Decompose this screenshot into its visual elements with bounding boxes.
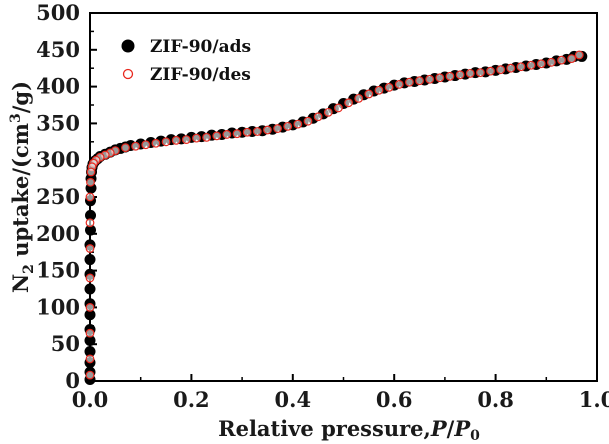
data-point-des xyxy=(242,127,252,137)
data-point-des xyxy=(85,303,95,312)
y-tick-label: 150 xyxy=(36,258,80,283)
y-tick-label: 500 xyxy=(36,0,80,25)
data-point-des xyxy=(161,137,171,147)
data-point-des xyxy=(405,77,414,87)
data-point-des xyxy=(212,131,222,141)
y-tick-label: 250 xyxy=(36,184,80,209)
y-tick-label: 400 xyxy=(36,74,80,99)
data-point-des xyxy=(516,62,526,72)
y-tick-label: 200 xyxy=(36,221,80,246)
data-point-des xyxy=(546,57,556,67)
data-point-des xyxy=(496,65,506,75)
data-point-des xyxy=(526,60,536,70)
y-tick-label: 0 xyxy=(65,368,80,393)
data-point-des xyxy=(384,82,394,92)
data-point-des xyxy=(323,107,333,117)
data-point-des xyxy=(232,129,242,139)
data-point-des xyxy=(293,119,303,129)
data-point-des xyxy=(557,55,566,65)
data-point-des xyxy=(536,59,546,69)
data-point-des xyxy=(334,103,343,113)
data-point-ads xyxy=(84,254,96,266)
x-tick-label: 1.0 xyxy=(579,387,609,412)
data-point-des xyxy=(374,85,384,95)
x-tick-label: 0.0 xyxy=(72,387,109,412)
legend-marker-des xyxy=(122,68,134,80)
x-tick-label: 0.8 xyxy=(477,387,514,412)
data-point-ads xyxy=(84,346,96,358)
data-point-des xyxy=(354,93,364,103)
data-point-des xyxy=(85,244,95,253)
data-point-des xyxy=(303,116,313,126)
y-axis-title: N2 uptake/(cm3/g) xyxy=(8,81,37,293)
data-point-des xyxy=(131,141,141,151)
x-tick-label: 0.4 xyxy=(275,387,312,412)
data-point-des xyxy=(222,130,232,139)
y-tick-label: 350 xyxy=(36,110,80,135)
data-point-ads xyxy=(85,224,97,236)
data-point-ads xyxy=(84,309,96,321)
y-axis-ticks: 0 50 100 150 200 250 300 350 400 450 500 xyxy=(36,0,97,393)
data-point-des xyxy=(252,127,262,136)
data-point-des xyxy=(85,273,95,283)
data-point-des xyxy=(86,177,95,187)
data-point-des xyxy=(445,71,455,81)
x-tick-label: 0.2 xyxy=(173,387,210,412)
data-point-des xyxy=(435,73,445,83)
series-zif90-ads xyxy=(84,50,588,386)
legend-label-des: ZIF-90/des xyxy=(150,65,251,85)
y-tick-label: 100 xyxy=(36,294,80,319)
data-point-des xyxy=(283,121,293,131)
y-tick-label: 300 xyxy=(36,147,80,172)
x-tick-label: 0.6 xyxy=(376,387,413,412)
data-point-des xyxy=(171,135,181,145)
data-point-des xyxy=(475,68,485,78)
data-point-des xyxy=(574,50,584,60)
data-point-ads xyxy=(84,283,96,295)
data-point-des xyxy=(86,167,96,177)
data-point-des xyxy=(181,135,191,144)
data-point-ads xyxy=(85,209,97,221)
y-tick-label: 450 xyxy=(36,37,80,62)
data-point-ads xyxy=(84,335,96,347)
data-point-des xyxy=(85,218,95,228)
data-point-des xyxy=(344,98,353,108)
data-point-des xyxy=(85,192,95,202)
data-point-des xyxy=(192,133,201,143)
data-point-des xyxy=(151,138,161,148)
x-axis-title: Relative pressure,P/P0 xyxy=(218,416,480,444)
data-point-des xyxy=(202,132,212,142)
data-point-des xyxy=(85,370,95,380)
data-point-des xyxy=(121,143,130,153)
data-point-des xyxy=(567,54,577,64)
data-point-des xyxy=(486,66,495,76)
data-point-des xyxy=(394,79,404,89)
legend-marker-ads xyxy=(121,39,135,53)
y-tick-label: 50 xyxy=(51,331,80,356)
data-point-des xyxy=(263,125,272,135)
data-point-des xyxy=(313,112,323,122)
series-zif90-des xyxy=(85,50,584,380)
legend: ZIF-90/ads ZIF-90/des xyxy=(121,37,251,85)
legend-label-ads: ZIF-90/ads xyxy=(150,37,251,57)
data-point-des xyxy=(364,89,374,99)
data-point-des xyxy=(85,328,95,338)
data-point-des xyxy=(141,140,151,150)
data-point-des xyxy=(425,74,435,84)
data-point-des xyxy=(506,63,516,73)
x-axis-ticks: 0.0 0.2 0.4 0.6 0.8 1.0 xyxy=(72,374,609,412)
data-point-des xyxy=(415,76,424,86)
data-point-des xyxy=(465,68,475,78)
data-point-des xyxy=(85,354,95,364)
data-point-des xyxy=(455,70,465,80)
data-point-des xyxy=(273,124,282,133)
